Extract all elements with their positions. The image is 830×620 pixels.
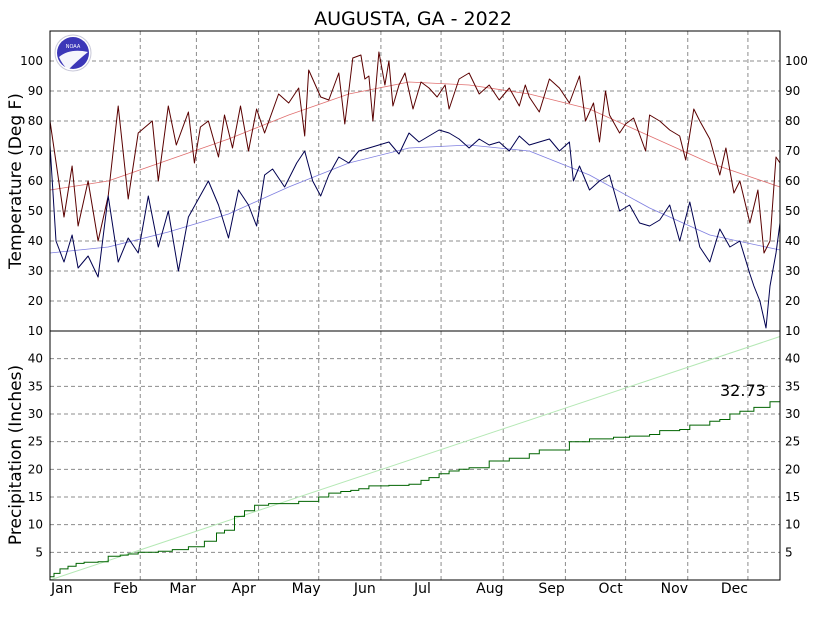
precip-tick-right: 30 [785, 407, 800, 421]
precip-tick-left: 25 [28, 435, 43, 449]
precip-tick-left: 5 [35, 545, 43, 559]
precip-tick-right: 20 [785, 462, 800, 476]
precip-tick-right: 5 [785, 545, 793, 559]
temp-tick-right: 20 [785, 294, 800, 308]
temperature-tick-labels: 10 10 20 20 30 30 40 40 50 50 60 60 70 70 80 80 90 90 100 1… [20, 54, 808, 338]
temp-tick-left: 60 [28, 174, 43, 188]
normal-max-line [49, 81, 781, 191]
month-label: Apr [231, 581, 255, 597]
precip-tick-left: 15 [28, 490, 43, 504]
month-label: Dec [721, 581, 748, 597]
precip-tick-right: 40 [785, 352, 800, 366]
month-label: Oct [599, 581, 624, 597]
precipitation-series [49, 336, 781, 581]
month-label: Jun [353, 581, 376, 597]
precip-tick-right: 25 [785, 435, 800, 449]
temp-tick-right: 60 [785, 174, 800, 188]
temperature-axis-label: Temperature (Deg F) [6, 93, 26, 270]
month-label: Aug [476, 581, 503, 597]
temp-tick-left: 20 [28, 294, 43, 308]
temp-tick-left: 10 [28, 324, 43, 338]
temp-tick-left: 50 [28, 204, 43, 218]
chart-title: AUGUSTA, GA - 2022 [314, 8, 512, 30]
precip-tick-left: 30 [28, 407, 43, 421]
max-temp-line [49, 51, 781, 254]
temp-tick-left: 100 [20, 54, 43, 68]
temp-tick-right: 50 [785, 204, 800, 218]
temp-tick-right: 80 [785, 114, 800, 128]
temp-tick-right: 10 [785, 324, 800, 338]
temp-tick-right: 90 [785, 84, 800, 98]
temp-tick-left: 70 [28, 144, 43, 158]
month-label: Jan [50, 581, 73, 597]
precip-tick-left: 35 [28, 379, 43, 393]
precip-tick-right: 35 [785, 379, 800, 393]
precip-tick-right: 10 [785, 518, 800, 532]
temperature-grid [50, 31, 780, 331]
precip-tick-left: 40 [28, 352, 43, 366]
temp-tick-left: 90 [28, 84, 43, 98]
temp-tick-left: 80 [28, 114, 43, 128]
precipitation-grid [50, 331, 780, 580]
precipitation-tick-labels: 5 5 10 10 15 15 20 20 25 25 30 30 35 35 40 40 [28, 352, 801, 560]
temp-tick-right: 70 [785, 144, 800, 158]
month-label: Sep [538, 581, 565, 597]
min-temp-line [49, 129, 781, 329]
precipitation-axis-label: Precipitation (Inches) [6, 365, 26, 545]
precip-tick-left: 10 [28, 518, 43, 532]
noaa-logo-text: NOAA [66, 44, 81, 50]
noaa-logo: NOAA [54, 34, 92, 72]
temp-tick-right: 100 [785, 54, 808, 68]
month-label: Mar [169, 581, 196, 597]
month-label: Jul [413, 581, 431, 597]
month-label: Nov [661, 581, 688, 597]
normal-min-line [49, 144, 781, 254]
precipitation-panel-frame [49, 330, 781, 581]
month-label: Feb [113, 581, 138, 597]
temp-tick-left: 30 [28, 264, 43, 278]
month-label: May [292, 581, 321, 597]
normal-precip-line [49, 336, 781, 581]
precip-total-annotation: 32.73 [720, 381, 766, 400]
precip-tick-left: 20 [28, 462, 43, 476]
precip-tick-right: 15 [785, 490, 800, 504]
temp-tick-right: 40 [785, 234, 800, 248]
month-tick-labels: Jan Feb Mar Apr May Jun Jul Aug Sep Oct Nov Dec [50, 581, 748, 597]
temperature-series [49, 51, 781, 329]
temp-tick-left: 40 [28, 234, 43, 248]
temp-tick-right: 30 [785, 264, 800, 278]
precip-line [49, 398, 781, 580]
